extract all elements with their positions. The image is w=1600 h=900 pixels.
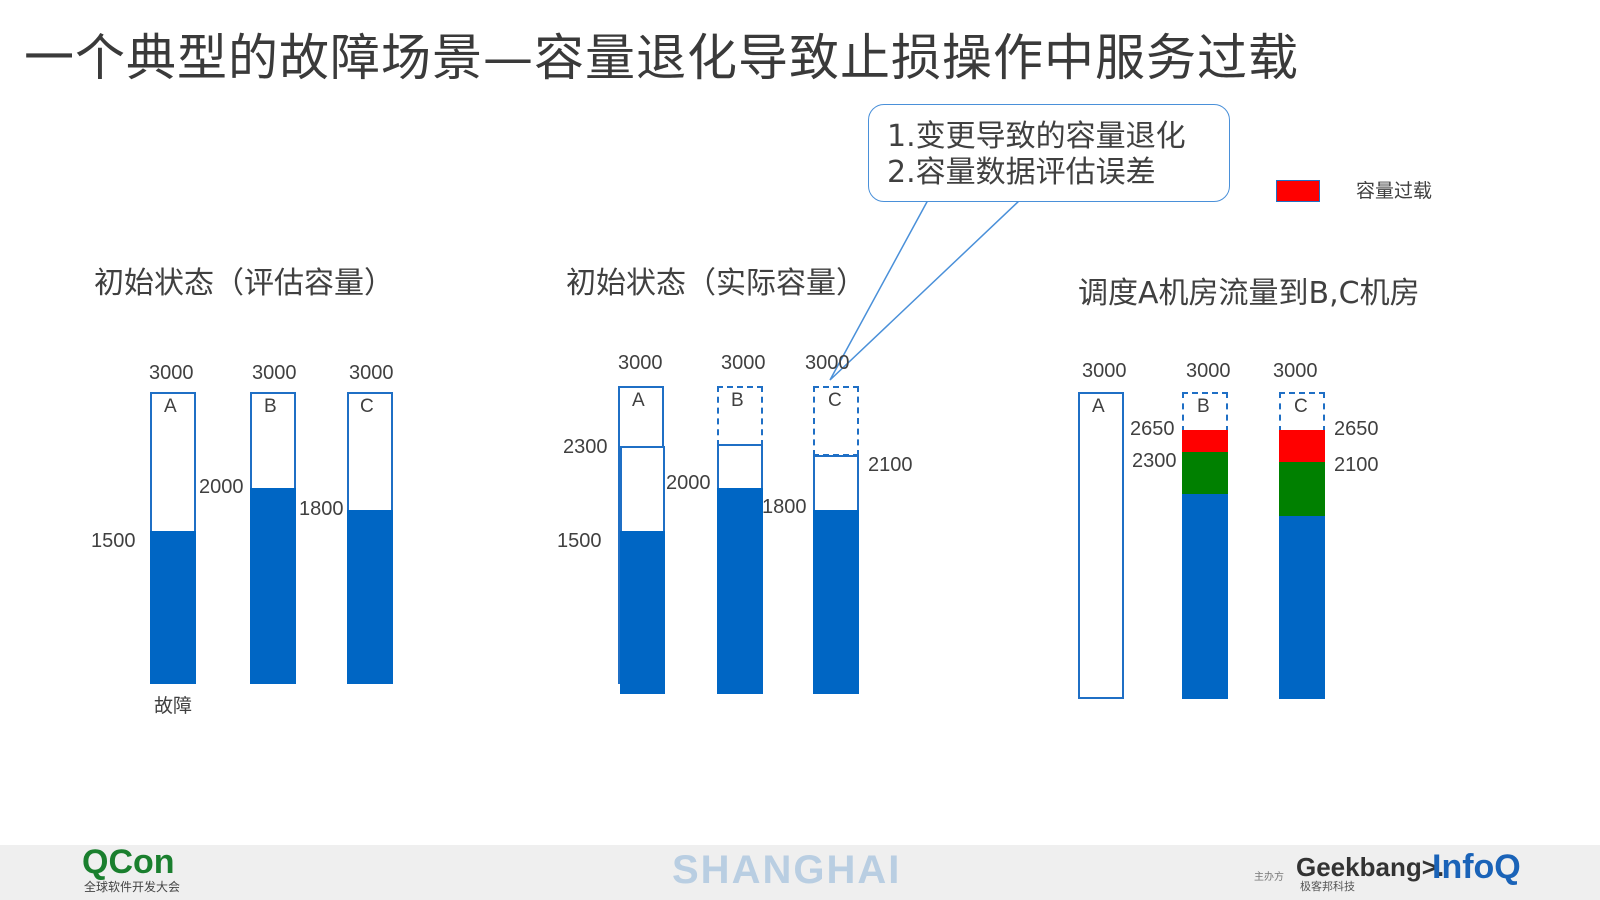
- panel1-a-capacity: 3000: [149, 362, 194, 384]
- panel1-bar-a-load: [150, 531, 196, 684]
- panel3-b-load-value: 2650: [1130, 418, 1175, 440]
- panel3-title: 调度A机房流量到B,C机房: [1078, 276, 1420, 311]
- panel2-c-nominal: 3000: [805, 352, 850, 374]
- panel2-c-actual-value: 2100: [868, 454, 913, 476]
- panel2-c-label: C: [828, 390, 842, 411]
- panel1-c-capacity: 3000: [349, 362, 394, 384]
- geekbang-logo: Geekbang>.: [1296, 852, 1445, 882]
- host-label: 主办方: [1254, 872, 1284, 883]
- panel2-bar-b-load: [717, 488, 763, 694]
- callout-line-1: 1.变更导致的容量退化: [887, 119, 1186, 154]
- panel3-b-actual-value: 2300: [1132, 450, 1177, 472]
- panel1-title: 初始状态（评估容量）: [94, 266, 394, 301]
- panel3-bar-b-overload: [1182, 430, 1228, 452]
- infoq-logo: InfoQ: [1432, 848, 1521, 886]
- panel1-b-capacity: 3000: [252, 362, 297, 384]
- callout-line-2: 2.容量数据评估误差: [887, 155, 1156, 190]
- panel3-bar-b-load: [1182, 494, 1228, 699]
- panel1-c-label: C: [360, 396, 374, 417]
- qcon-subtitle: 全球软件开发大会: [84, 880, 181, 894]
- panel3-bar-a: [1078, 392, 1124, 699]
- page-title: 一个典型的故障场景—容量退化导致止损操作中服务过载: [24, 29, 1299, 87]
- panel2-title: 初始状态（实际容量）: [566, 266, 866, 301]
- panel3-bar-b-extra-load: [1182, 452, 1228, 494]
- panel3-c-capacity: 3000: [1273, 360, 1318, 382]
- panel2-a-label: A: [632, 390, 645, 411]
- panel2-bar-a-load: [620, 531, 665, 694]
- panel2-b-load-value: 2000: [666, 472, 711, 494]
- panel3-b-capacity: 3000: [1186, 360, 1231, 382]
- panel2-a-load-value: 1500: [557, 530, 602, 552]
- legend-swatch-overload: [1276, 180, 1320, 202]
- panel1-b-load-value: 2000: [199, 476, 244, 498]
- fault-label: 故障: [154, 695, 193, 717]
- panel1-a-load-value: 1500: [91, 530, 136, 552]
- panel1-bar-c-load: [347, 510, 393, 684]
- panel2-a-actual-value: 2300: [563, 436, 608, 458]
- panel2-bar-c-load: [813, 510, 859, 694]
- qcon-logo: QCon: [82, 843, 175, 881]
- callout-box: 1.变更导致的容量退化 2.容量数据评估误差: [868, 104, 1230, 202]
- geekbang-subtitle: 极客邦科技: [1300, 880, 1355, 893]
- panel3-c-load-value: 2650: [1334, 418, 1379, 440]
- legend-label: 容量过载: [1356, 180, 1433, 202]
- panel2-c-load-value: 1800: [762, 496, 807, 518]
- panel3-a-label: A: [1092, 396, 1105, 417]
- panel3-bar-c-overload: [1279, 430, 1325, 462]
- panel3-a-capacity: 3000: [1082, 360, 1127, 382]
- panel3-c-actual-value: 2100: [1334, 454, 1379, 476]
- city-label: SHANGHAI: [672, 848, 902, 892]
- panel2-a-nominal: 3000: [618, 352, 663, 374]
- panel1-b-label: B: [264, 396, 277, 417]
- panel1-bar-b-load: [250, 488, 296, 684]
- panel1-a-label: A: [164, 396, 177, 417]
- footer-bar: [0, 845, 1600, 900]
- panel2-b-label: B: [731, 390, 744, 411]
- panel1-c-load-value: 1800: [299, 498, 344, 520]
- panel3-bar-c-load: [1279, 516, 1325, 699]
- panel3-c-label: C: [1294, 396, 1308, 417]
- panel3-bar-c-extra-load: [1279, 462, 1325, 516]
- panel2-b-nominal: 3000: [721, 352, 766, 374]
- panel3-b-label: B: [1197, 396, 1210, 417]
